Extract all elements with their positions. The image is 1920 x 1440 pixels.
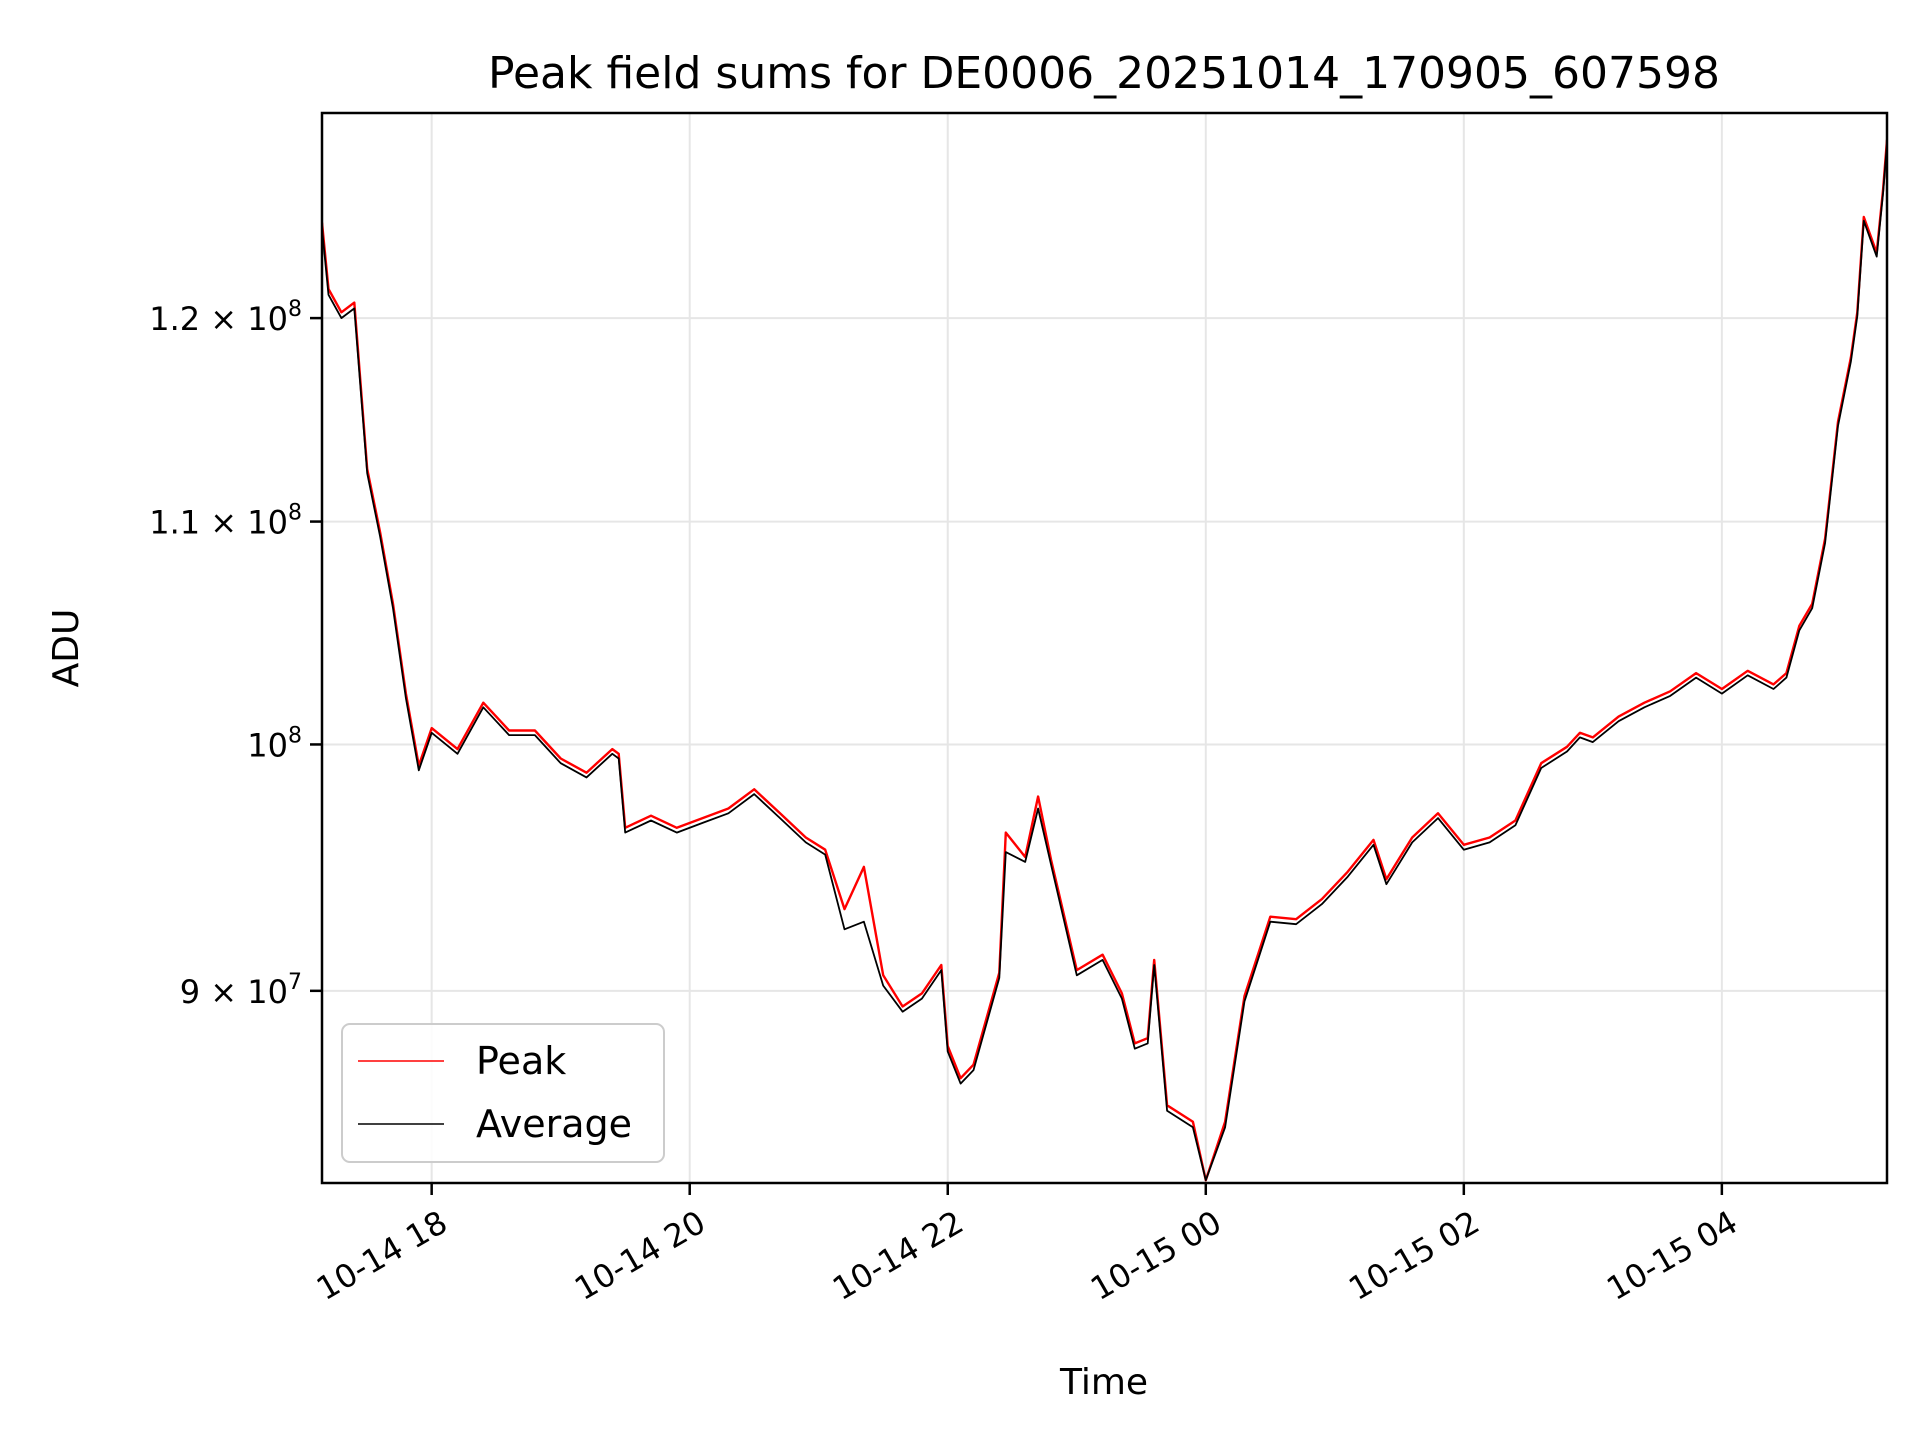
axes-frame (320, 111, 1889, 1185)
series-line-average (322, 143, 1887, 1182)
y-tick-label: 9 × 107 (180, 970, 302, 1011)
series-line-peak (322, 139, 1887, 1182)
legend: Peak Average (341, 1023, 665, 1163)
chart-title: Peak field sums for DE0006_20251014_1709… (488, 48, 1720, 99)
legend-box (341, 1023, 665, 1163)
grid (322, 113, 1887, 1183)
y-tick-label: 108 (247, 723, 302, 764)
y-tick-label: 1.1 × 108 (149, 501, 302, 542)
y-axis: 9 × 107 108 1.1 × 108 1.2 × 108 (149, 297, 322, 1011)
legend-average-label: Average (476, 1102, 632, 1146)
y-axis-label: ADU (46, 609, 87, 688)
x-axis-label: Time (1059, 1362, 1148, 1403)
plot-area (322, 139, 1887, 1182)
y-tick-label: 1.2 × 108 (149, 297, 302, 338)
legend-peak-label: Peak (476, 1039, 566, 1083)
